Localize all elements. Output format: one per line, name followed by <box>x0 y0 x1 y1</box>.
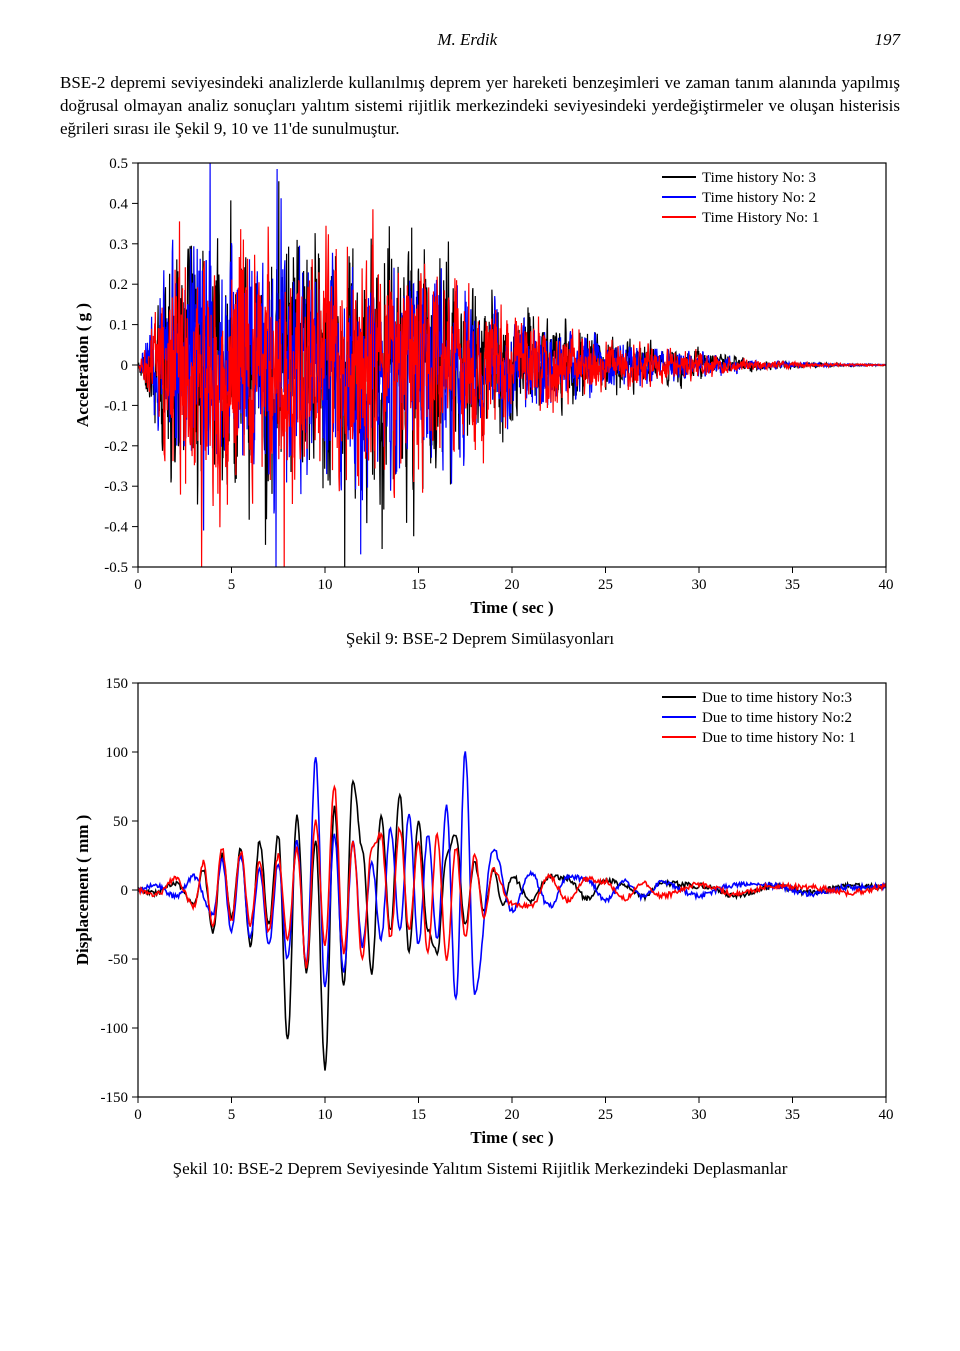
svg-text:0: 0 <box>134 1107 142 1123</box>
displacement-chart: 0 5 10 15 20 25 30 35 40 -150 -100 -50 0 50 100 150 Time… <box>60 673 900 1153</box>
svg-text:-50: -50 <box>108 952 128 968</box>
svg-text:15: 15 <box>411 577 426 593</box>
svg-text:35: 35 <box>785 577 800 593</box>
body-paragraph: BSE-2 depremi seviyesindeki analizlerde … <box>60 72 900 141</box>
svg-text:-0.1: -0.1 <box>104 398 128 414</box>
svg-text:5: 5 <box>228 577 236 593</box>
figure10-caption: Şekil 10: BSE-2 Deprem Seviyesinde Yalıt… <box>60 1159 900 1179</box>
svg-text:30: 30 <box>692 577 707 593</box>
svg-text:10: 10 <box>318 577 333 593</box>
svg-text:150: 150 <box>106 676 129 692</box>
svg-text:-0.3: -0.3 <box>104 479 128 495</box>
svg-text:Due to time history No:2: Due to time history No:2 <box>702 710 852 726</box>
svg-text:40: 40 <box>879 577 894 593</box>
svg-text:25: 25 <box>598 577 613 593</box>
svg-text:-0.4: -0.4 <box>104 519 128 535</box>
svg-text:15: 15 <box>411 1107 426 1123</box>
svg-text:Due to time history No: 1: Due to time history No: 1 <box>702 730 856 746</box>
figure9-caption: Şekil 9: BSE-2 Deprem Simülasyonları <box>60 629 900 649</box>
header-author: M. Erdik <box>437 30 497 50</box>
svg-text:Time history No: 2: Time history No: 2 <box>702 190 816 206</box>
svg-text:100: 100 <box>106 745 129 761</box>
svg-text:0.4: 0.4 <box>109 196 128 212</box>
acceleration-chart: 0 5 10 15 20 25 30 35 40 -0.5 -0.4 -0.3 -0.2 -0.1 0 0.1… <box>60 153 900 623</box>
svg-text:50: 50 <box>113 814 128 830</box>
svg-text:-0.2: -0.2 <box>104 439 128 455</box>
svg-text:25: 25 <box>598 1107 613 1123</box>
svg-text:0.3: 0.3 <box>109 237 128 253</box>
svg-text:0: 0 <box>134 577 142 593</box>
svg-text:-150: -150 <box>101 1090 129 1106</box>
svg-text:40: 40 <box>879 1107 894 1123</box>
svg-text:Time history No: 3: Time history No: 3 <box>702 170 816 186</box>
svg-text:0.5: 0.5 <box>109 156 128 172</box>
svg-text:Acceleration ( g ): Acceleration ( g ) <box>73 303 92 427</box>
svg-text:-0.5: -0.5 <box>104 560 128 576</box>
svg-text:Displacement ( mm ): Displacement ( mm ) <box>73 815 92 966</box>
svg-text:-100: -100 <box>101 1021 129 1037</box>
svg-text:20: 20 <box>505 1107 520 1123</box>
page-header: M. Erdik 197 <box>60 30 900 50</box>
svg-text:Time ( sec ): Time ( sec ) <box>470 1128 553 1147</box>
svg-text:Time History No: 1: Time History No: 1 <box>702 210 819 226</box>
svg-text:5: 5 <box>228 1107 236 1123</box>
svg-text:0: 0 <box>121 358 129 374</box>
svg-text:Due to time history No:3: Due to time history No:3 <box>702 690 852 706</box>
svg-text:20: 20 <box>505 577 520 593</box>
svg-text:0.2: 0.2 <box>109 277 128 293</box>
svg-text:0.1: 0.1 <box>109 317 128 333</box>
svg-text:Time ( sec ): Time ( sec ) <box>470 598 553 617</box>
svg-text:35: 35 <box>785 1107 800 1123</box>
svg-text:0: 0 <box>121 883 129 899</box>
svg-text:10: 10 <box>318 1107 333 1123</box>
svg-text:30: 30 <box>692 1107 707 1123</box>
header-page-number: 197 <box>875 30 901 50</box>
